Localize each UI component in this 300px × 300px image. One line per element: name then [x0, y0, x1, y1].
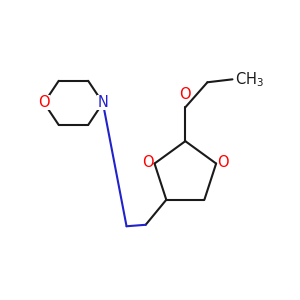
- Text: O: O: [179, 87, 191, 102]
- Text: O: O: [38, 95, 50, 110]
- Text: O: O: [217, 154, 228, 169]
- Text: CH$_3$: CH$_3$: [235, 70, 264, 89]
- Text: N: N: [98, 95, 108, 110]
- Text: O: O: [142, 154, 154, 169]
